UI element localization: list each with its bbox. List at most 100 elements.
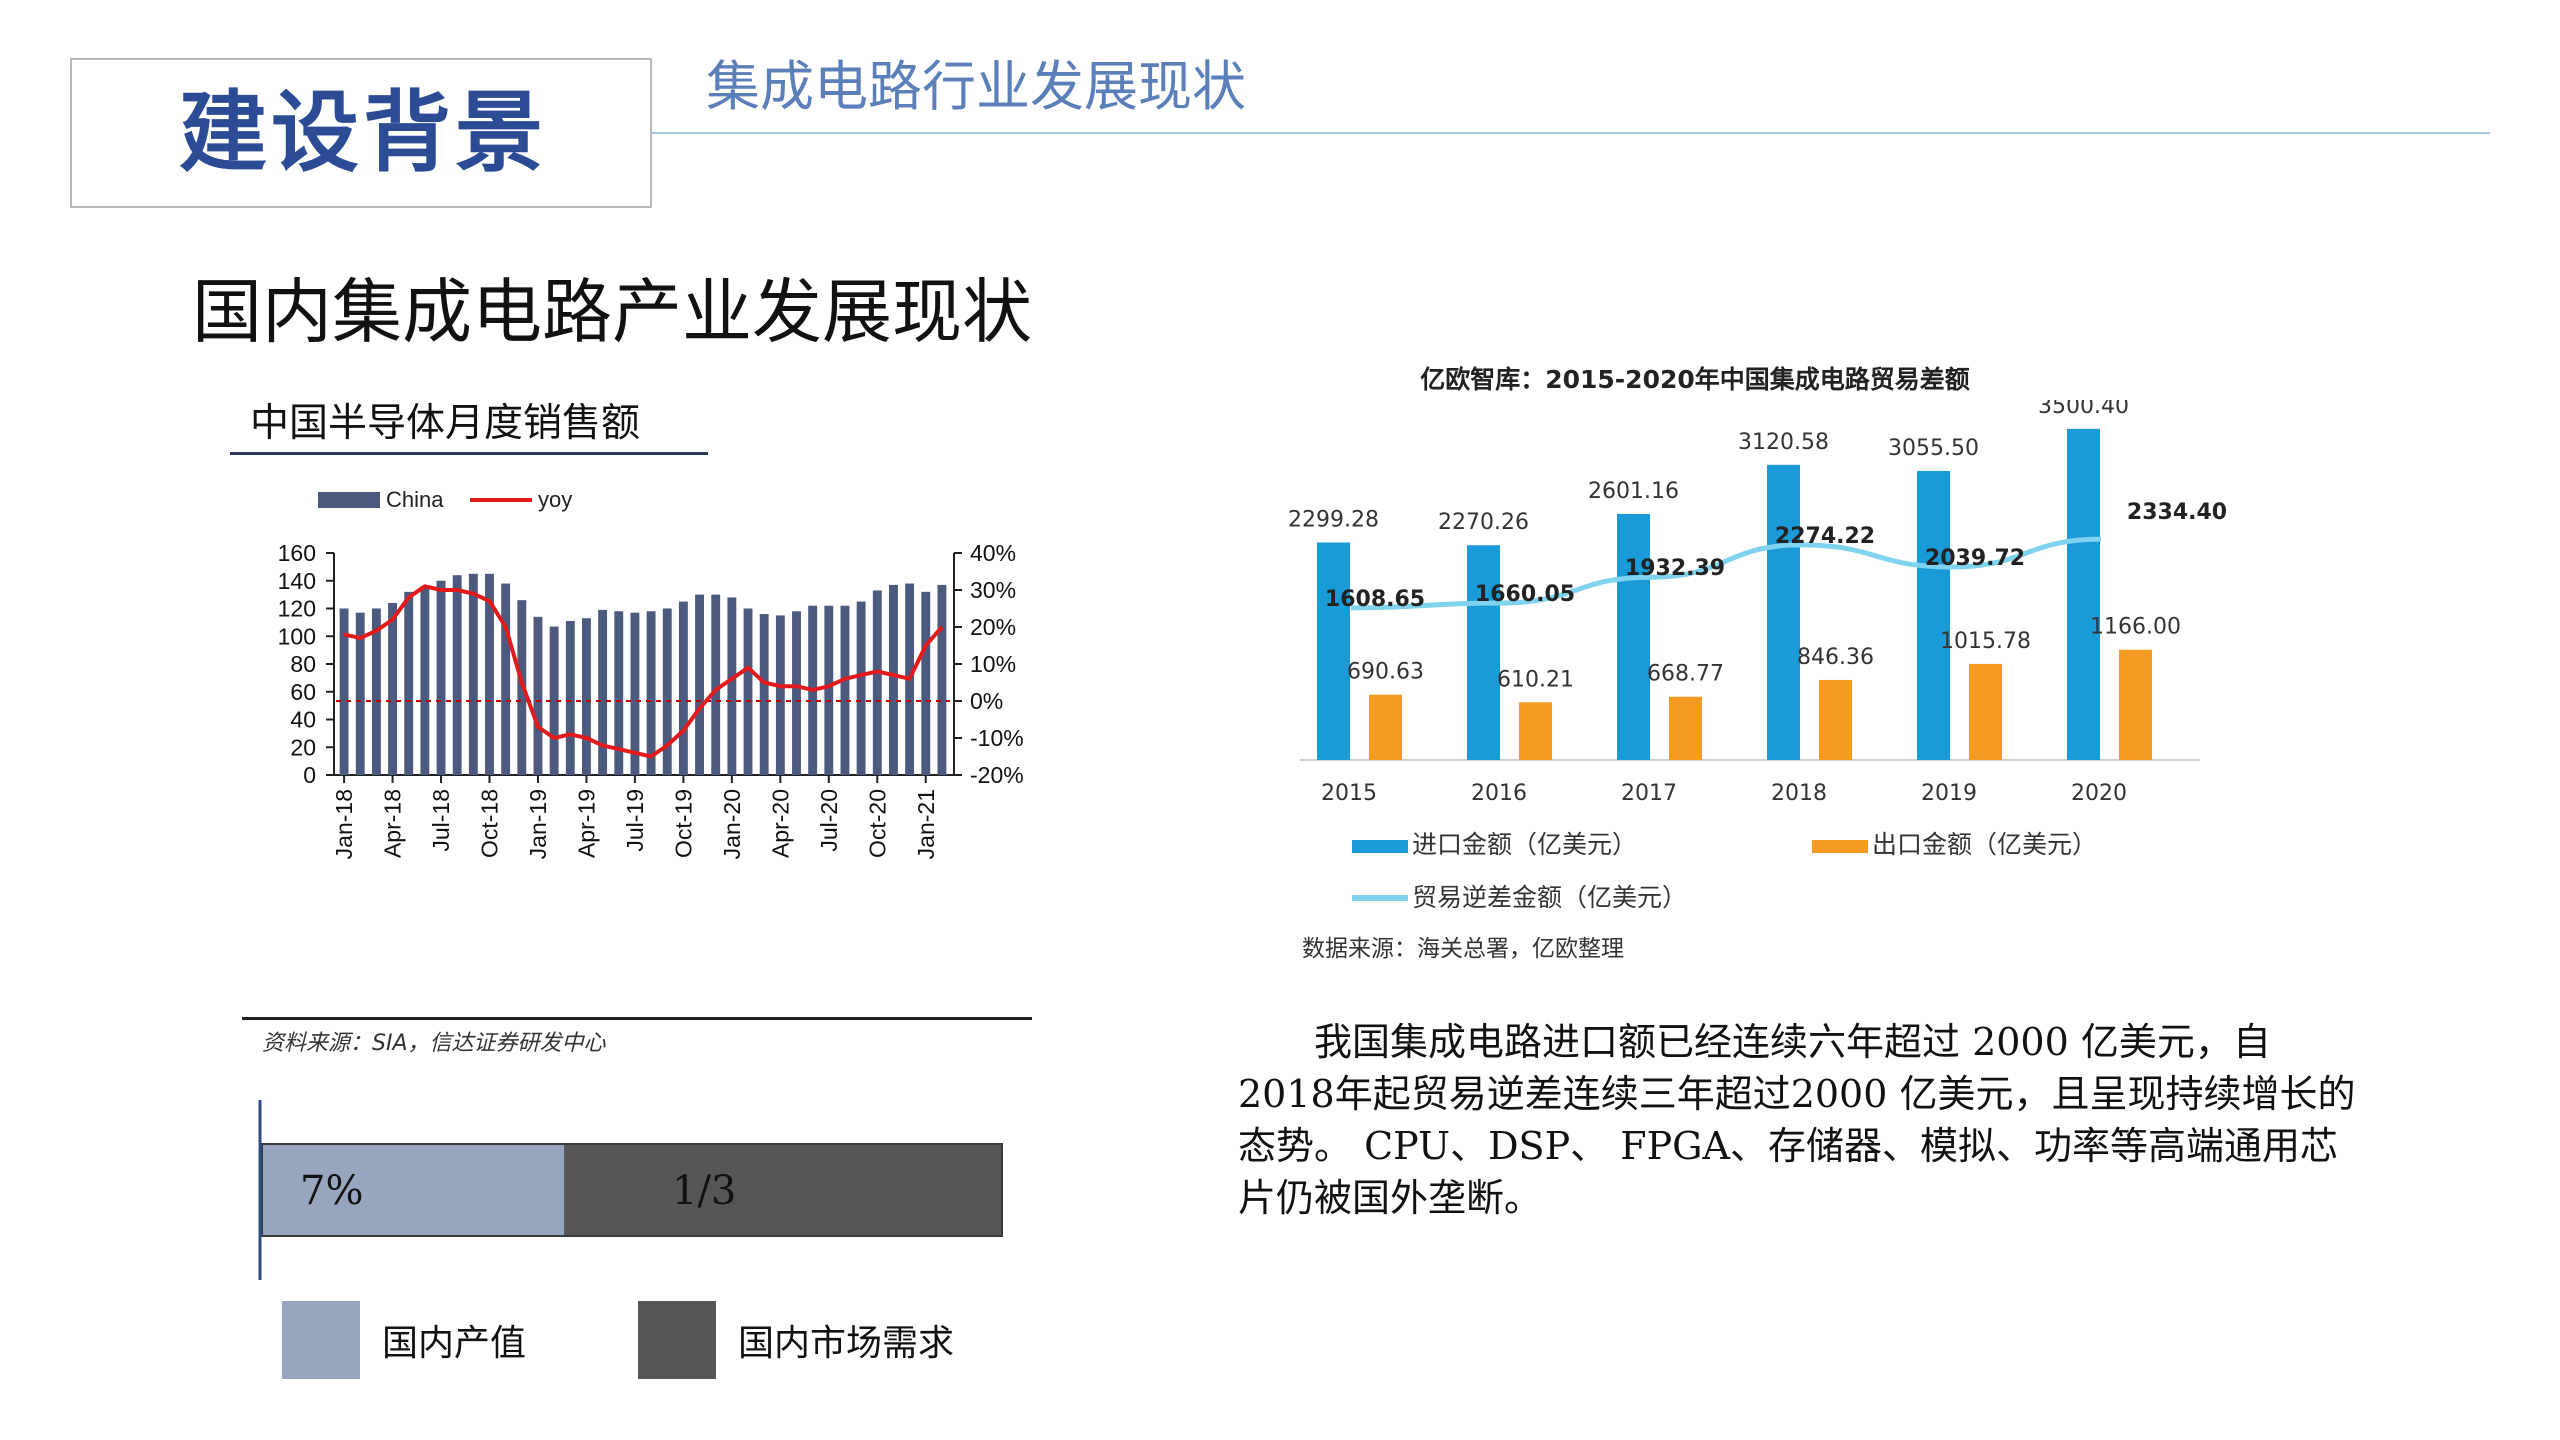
x-tick-label: Oct-20	[864, 789, 890, 858]
legend-swatch-domestic-demand	[638, 1301, 717, 1379]
china-sales-bar	[501, 583, 511, 775]
x-tick-label: Jan-20	[719, 789, 745, 859]
domestic-demand-segment	[564, 1144, 1002, 1236]
import-value-label: 3055.50	[1888, 436, 1979, 461]
china-sales-bar	[856, 601, 866, 775]
china-sales-bar	[582, 618, 591, 775]
import-bar	[1467, 545, 1500, 760]
deficit-value-label: 1608.65	[1325, 587, 1425, 612]
legend-swatch-export	[1812, 840, 1868, 853]
y-right-tick-label: -10%	[970, 725, 1024, 751]
share-bar-outline	[261, 1143, 1003, 1237]
y-right-tick-label: 0%	[970, 688, 1003, 714]
china-sales-bar	[872, 590, 882, 775]
china-sales-bar	[792, 611, 801, 775]
y-right-tick-label: 10%	[970, 651, 1016, 677]
y-left-tick-label: 100	[278, 623, 316, 649]
china-sales-bar	[678, 601, 688, 775]
legend-label-china: China	[386, 487, 444, 512]
china-sales-bar	[695, 594, 704, 775]
x-tick-label: Oct-18	[477, 789, 503, 858]
export-value-label: 668.77	[1647, 662, 1724, 687]
legend-swatch-import	[1352, 840, 1408, 853]
deficit-value-label: 2039.72	[1925, 546, 2025, 571]
legend-swatch-domestic-output	[282, 1301, 360, 1379]
y-left-tick-label: 60	[290, 679, 316, 705]
ic-trade-balance-chart: 2299.28 690.63 2015 2270.26 610.21 2016 2601.1…	[1288, 400, 2227, 912]
y-right-tick-label: 30%	[970, 577, 1016, 603]
china-sales-bar	[388, 602, 397, 775]
china-sales-bar	[452, 575, 462, 775]
china-sales-bar	[743, 608, 753, 775]
year-tick-label: 2017	[1621, 781, 1677, 806]
china-sales-bar	[662, 608, 672, 775]
import-value-label: 3120.58	[1738, 430, 1829, 455]
china-sales-bar	[436, 580, 446, 775]
left-chart-source: 资料来源：SIA，信达证券研发中心	[262, 1031, 606, 1056]
china-sales-bar	[485, 573, 494, 775]
china-sales-bar	[646, 611, 656, 775]
domestic-output-segment-label: 7%	[300, 1168, 363, 1214]
x-tick-label: Jan-18	[331, 789, 357, 859]
china-sales-bar	[420, 586, 430, 775]
left-source-divider	[242, 1017, 1032, 1020]
china-sales-bar	[565, 620, 575, 775]
export-bar	[1369, 694, 1402, 760]
china-sales-bar	[339, 608, 349, 775]
right-chart-title: 亿欧智库：2015-2020年中国集成电路贸易差额	[1420, 365, 1970, 394]
export-bar	[1519, 702, 1552, 760]
legend-label-deficit: 贸易逆差金额（亿美元）	[1412, 883, 1687, 912]
legend-swatch-china	[318, 492, 380, 508]
china-sales-bar	[404, 591, 414, 775]
export-bar	[1819, 679, 1852, 760]
y-left-tick-label: 120	[278, 596, 316, 622]
y-right-tick-label: 20%	[970, 614, 1016, 640]
import-bar	[2067, 428, 2100, 760]
year-tick-label: 2019	[1921, 781, 1977, 806]
deficit-value-label: 1660.05	[1475, 582, 1575, 607]
china-sales-bar	[759, 614, 769, 775]
export-bar	[1669, 696, 1702, 760]
china-sales-bar	[824, 605, 834, 775]
left-heading-underline	[230, 452, 708, 455]
domestic-share-bar-chart: 7% 1/3	[258, 1100, 1003, 1280]
x-tick-label: Jul-20	[816, 789, 842, 852]
legend-label-domestic-demand: 国内市场需求	[738, 1323, 955, 1364]
x-tick-label: Jan-19	[525, 789, 551, 859]
body-paragraph: 我国集成电路进口额已经连续六年超过 2000 亿美元，自2018年起贸易逆差连续…	[1238, 1020, 2356, 1220]
china-sales-bar	[598, 609, 608, 775]
y-right-tick-label: 40%	[970, 540, 1016, 566]
page-title: 建设背景	[178, 81, 547, 184]
export-value-label: 610.21	[1497, 667, 1574, 692]
y-left-tick-label: 80	[290, 651, 316, 677]
share-legend: 国内产值 国内市场需求	[282, 1300, 1062, 1380]
import-bar	[1767, 464, 1800, 760]
china-sales-bar	[921, 591, 931, 775]
import-value-label: 2601.16	[1588, 479, 1679, 504]
title-box: 建设背景	[70, 58, 652, 208]
deficit-line	[1350, 536, 2102, 611]
section-heading: 国内集成电路产业发展现状	[192, 271, 1032, 353]
y-left-tick-label: 0	[303, 762, 316, 788]
x-tick-label: Apr-18	[380, 789, 406, 858]
year-tick-label: 2020	[2071, 781, 2127, 806]
legend-label-import: 进口金额（亿美元）	[1412, 830, 1637, 859]
x-tick-label: Jul-18	[428, 789, 454, 852]
china-sales-bar	[840, 605, 850, 775]
legend-label-yoy: yoy	[538, 487, 572, 512]
legend-label-export: 出口金额（亿美元）	[1872, 830, 2097, 859]
import-value-label: 3500.40	[2038, 400, 2129, 419]
x-tick-label: Oct-19	[670, 789, 696, 858]
china-sales-bar	[727, 597, 737, 775]
china-sales-bar	[775, 615, 785, 775]
legend-label-domestic-output: 国内产值	[382, 1323, 527, 1364]
y-left-tick-label: 40	[290, 707, 316, 733]
china-sales-bar	[614, 611, 624, 775]
export-value-label: 1015.78	[1940, 629, 2031, 654]
page-subtitle: 集成电路行业发展现状	[706, 55, 1246, 118]
china-sales-bar	[937, 584, 947, 775]
china-sales-bar	[533, 616, 543, 775]
left-chart-heading: 中国半导体月度销售额	[250, 401, 641, 446]
y-left-tick-label: 140	[278, 568, 316, 594]
